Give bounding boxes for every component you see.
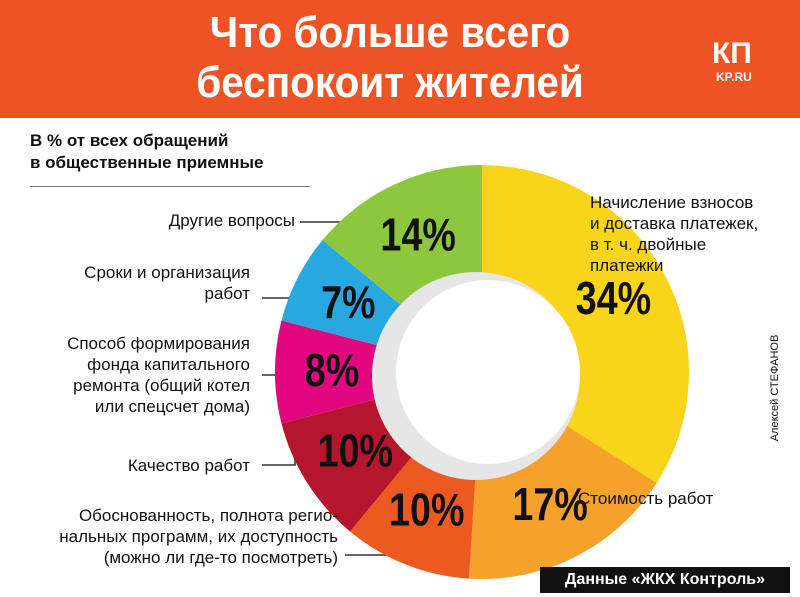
header bbox=[0, 0, 800, 118]
value-label: 34% bbox=[576, 272, 651, 323]
value-label: 14% bbox=[380, 209, 455, 260]
category-label: Обоснованность, полнота регио- нальных п… bbox=[59, 506, 338, 567]
category-label: Качество работ bbox=[127, 456, 250, 475]
category-label: Способ формирования фонда капитального р… bbox=[67, 334, 250, 416]
rule bbox=[30, 186, 310, 187]
logo-site: KP.RU bbox=[716, 70, 752, 84]
category-label: Другие вопросы bbox=[168, 211, 295, 230]
category-label: Начисление взносов и доставка платежек, … bbox=[590, 193, 759, 275]
value-label: 10% bbox=[389, 484, 464, 535]
value-label: 8% bbox=[305, 345, 360, 396]
chart-title: Что больше всего беспокоит жителей bbox=[196, 8, 584, 107]
value-label: 17% bbox=[512, 478, 587, 529]
hole bbox=[396, 280, 580, 464]
source: Данные «ЖКХ Контроль» bbox=[540, 567, 790, 593]
credit: Алексей СТЕФАНОВ bbox=[769, 334, 781, 442]
category-label: Сроки и организация работ bbox=[84, 263, 250, 303]
category-label: Стоимость работ bbox=[578, 489, 714, 508]
value-label: 10% bbox=[318, 425, 393, 476]
subtitle: В % от всех обращений в общественные при… bbox=[30, 131, 264, 172]
logo: КП bbox=[712, 37, 752, 70]
value-label: 7% bbox=[321, 276, 376, 327]
